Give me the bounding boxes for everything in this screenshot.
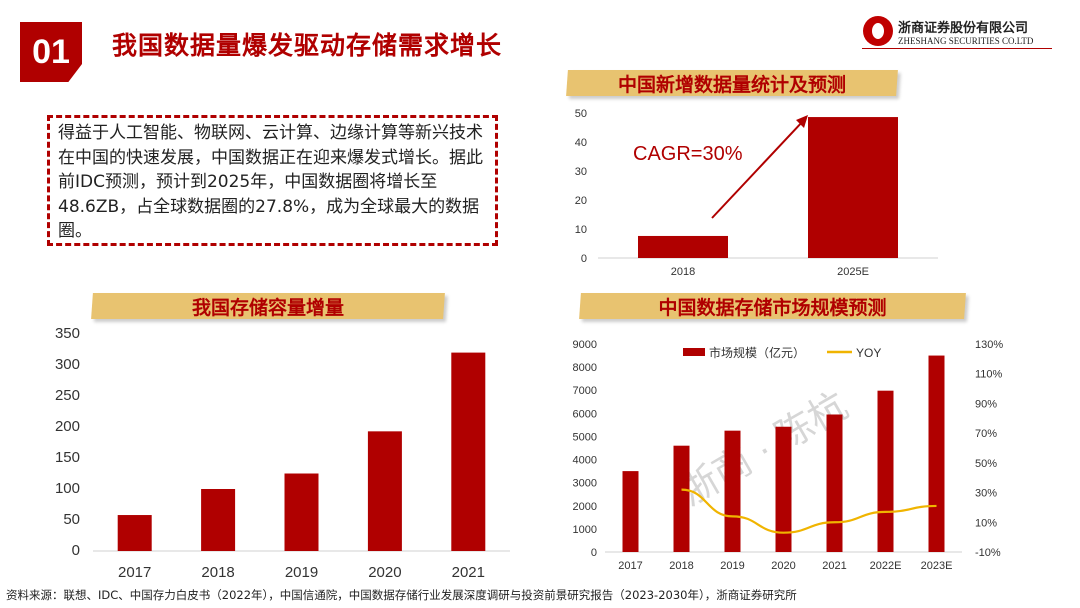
y-tick-label: 150 (55, 449, 80, 466)
x-tick-label: 2018 (669, 560, 693, 572)
x-tick-label: 2021 (822, 560, 846, 572)
y2-tick-label: 10% (975, 517, 997, 529)
x-tick-label: 2020 (368, 564, 401, 581)
cagr-arrow (711, 119, 805, 219)
section-number-badge: 01 (20, 22, 82, 82)
chart-title-storage-market: 中国数据存储市场规模预测 (658, 297, 887, 319)
bar-2021 (451, 352, 486, 551)
source-note: 资料来源：联想、IDC、中国存力白皮书（2022年），中国信通院，中国数据存储行… (6, 588, 797, 602)
x-tick-label: 2020 (771, 560, 795, 572)
y2-tick-label: 70% (975, 428, 997, 440)
y-tick-label: 8000 (573, 362, 597, 374)
y-tick-label: 3000 (573, 478, 597, 490)
arrow-head-icon (796, 115, 808, 128)
y-tick-label: 4000 (573, 455, 597, 467)
y-tick-label: 250 (55, 387, 80, 404)
bar-2021 (826, 414, 843, 552)
page-title: 我国数据量爆发驱动存储需求增长 (112, 31, 503, 60)
y-tick-label: 20 (575, 195, 587, 207)
y-tick-label: 6000 (573, 408, 597, 420)
legend-bar-label: 市场规模（亿元） (709, 345, 805, 360)
y-tick-label: 7000 (573, 385, 597, 397)
yoy-line (681, 488, 937, 534)
y2-tick-label: 130% (975, 339, 1003, 351)
y2-tick-label: 90% (975, 398, 997, 410)
bar-2017 (622, 471, 639, 552)
y2-tick-label: 50% (975, 458, 997, 470)
y-tick-label: 1000 (573, 524, 597, 536)
y-tick-label: 0 (72, 542, 80, 559)
bar-2022E (877, 390, 894, 552)
x-tick-label: 2019 (285, 564, 318, 581)
y-tick-label: 5000 (573, 431, 597, 443)
y-tick-label: 100 (55, 480, 80, 497)
bar-2023E (928, 355, 945, 552)
legend-bar-swatch (683, 348, 705, 356)
cagr-annotation: CAGR=30% (633, 143, 743, 165)
y-tick-label: 30 (575, 166, 587, 178)
bar-2020 (367, 431, 402, 551)
y-tick-label: 200 (55, 418, 80, 435)
bar-2025E (808, 117, 898, 258)
y-tick-label: 0 (581, 253, 587, 265)
y-tick-label: 2000 (573, 501, 597, 513)
y2-tick-label: 30% (975, 488, 997, 500)
x-tick-label: 2019 (720, 560, 744, 572)
x-tick-label: 2022E (870, 560, 902, 572)
y-tick-label: 9000 (573, 339, 597, 351)
x-tick-label: 2018 (671, 266, 695, 278)
logo-cn: 浙商证券股份有限公司 (898, 20, 1029, 36)
x-tick-label: 2021 (452, 564, 485, 581)
summary-textbox: 得益于人工智能、物联网、云计算、边缘计算等新兴技术在中国的快速发展，中国数据正在… (47, 115, 498, 246)
y2-tick-label: -10% (975, 547, 1001, 559)
bar-2018 (201, 489, 236, 551)
x-tick-label: 2018 (201, 564, 234, 581)
y-tick-label: 0 (591, 547, 597, 559)
x-tick-label: 2025E (837, 266, 869, 278)
logo-icon (863, 16, 893, 46)
y-tick-label: 50 (575, 108, 587, 120)
chart-title-new-data: 中国新增数据量统计及预测 (617, 74, 846, 96)
legend-line-label: YOY (856, 346, 881, 360)
x-tick-label: 2023E (921, 560, 953, 572)
y-tick-label: 50 (63, 511, 80, 528)
x-tick-label: 2017 (618, 560, 642, 572)
bar-2018 (673, 445, 690, 552)
bar-2017 (117, 515, 152, 551)
company-logo: 浙商证券股份有限公司 ZHESHANG SECURITIES CO.LTD (863, 16, 1033, 46)
bar-2019 (724, 430, 741, 552)
y-tick-label: 300 (55, 356, 80, 373)
bar-2019 (284, 473, 319, 551)
chart-title-storage-capacity: 我国存储容量增量 (191, 297, 344, 319)
y-tick-label: 10 (575, 224, 587, 236)
x-tick-label: 2017 (118, 564, 151, 581)
y2-tick-label: 110% (975, 369, 1003, 381)
bar-2018 (638, 235, 728, 258)
logo-en: ZHESHANG SECURITIES CO.LTD (898, 35, 1034, 46)
bar-2020 (775, 426, 792, 552)
y-tick-label: 40 (575, 137, 587, 149)
y-tick-label: 350 (55, 325, 80, 342)
